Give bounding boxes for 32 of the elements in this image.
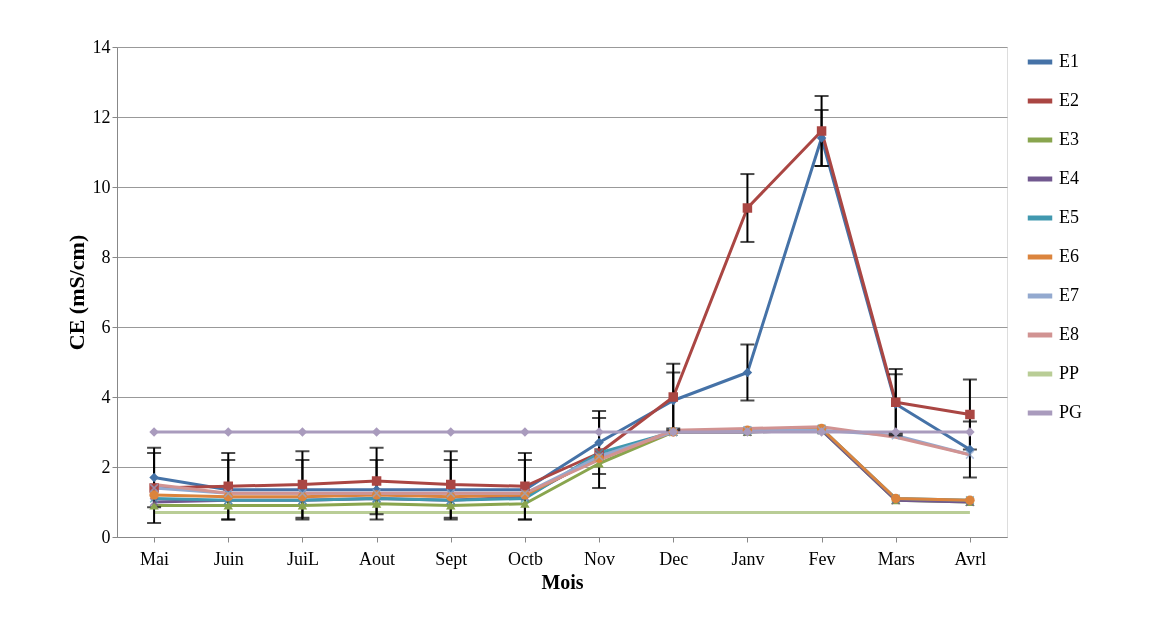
legend-label: E4 bbox=[1059, 168, 1079, 188]
legend-label: E1 bbox=[1059, 51, 1079, 71]
legend-label: E8 bbox=[1059, 324, 1079, 344]
x-tick-label: Aout bbox=[359, 548, 396, 569]
x-tick-label: JuiL bbox=[286, 548, 319, 569]
y-tick-label: 2 bbox=[101, 456, 111, 477]
x-tick-label: Sept bbox=[435, 548, 468, 569]
x-tick-label: Janv bbox=[731, 548, 765, 569]
legend-label: PP bbox=[1059, 363, 1080, 383]
legend-label: PG bbox=[1059, 402, 1083, 422]
legend-label: E7 bbox=[1059, 285, 1079, 305]
x-tick-label: Fev bbox=[808, 548, 836, 569]
x-tick-label: Nov bbox=[584, 548, 616, 569]
x-tick-label: Avrl bbox=[954, 548, 987, 569]
legend-label: E6 bbox=[1059, 246, 1079, 266]
legend-label: E5 bbox=[1059, 207, 1079, 227]
x-tick-label: Dec bbox=[659, 548, 689, 569]
x-tick-label: Octb bbox=[507, 548, 543, 569]
x-tick-label: Juin bbox=[213, 548, 244, 569]
y-tick-label: 6 bbox=[101, 316, 111, 337]
x-tick-label: Mai bbox=[140, 548, 170, 569]
y-tick-label: 14 bbox=[92, 36, 111, 57]
y-tick-label: 10 bbox=[92, 176, 111, 197]
y-axis-title: CE (mS/cm) bbox=[63, 234, 89, 351]
y-tick-label: 8 bbox=[101, 246, 111, 267]
y-tick-label: 0 bbox=[101, 526, 111, 547]
x-axis-title: Mois bbox=[541, 570, 584, 593]
y-tick-label: 12 bbox=[92, 106, 111, 127]
y-tick-label: 4 bbox=[101, 386, 111, 407]
x-tick-label: Mars bbox=[877, 548, 915, 569]
legend-label: E2 bbox=[1059, 90, 1079, 110]
legend-label: E3 bbox=[1059, 129, 1079, 149]
